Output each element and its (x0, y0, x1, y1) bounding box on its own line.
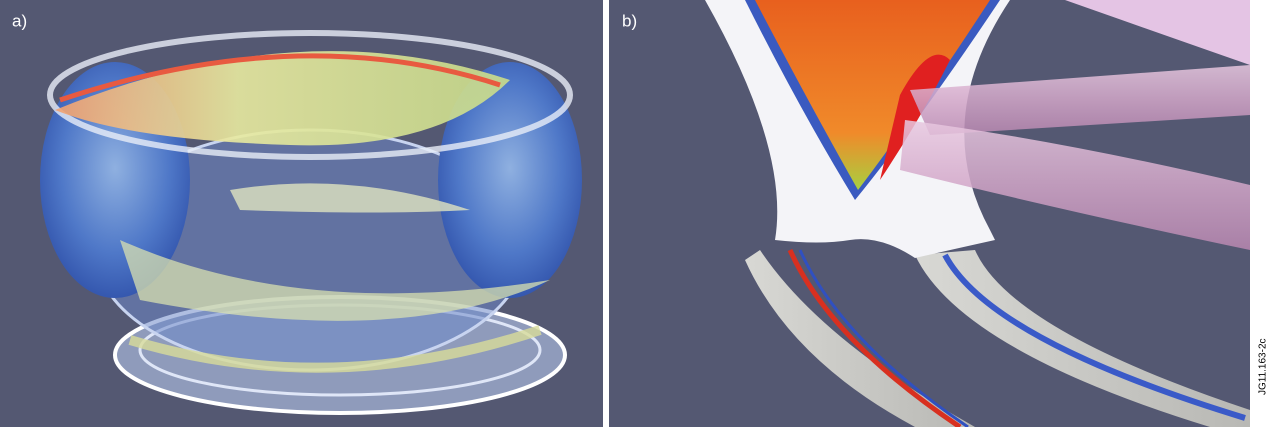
panel-label: a) (12, 11, 27, 30)
figure: a) b) JG11.163-2c (0, 0, 1275, 427)
panel-label: b) (622, 11, 637, 30)
figure-id: JG11.163-2c (1258, 338, 1269, 395)
